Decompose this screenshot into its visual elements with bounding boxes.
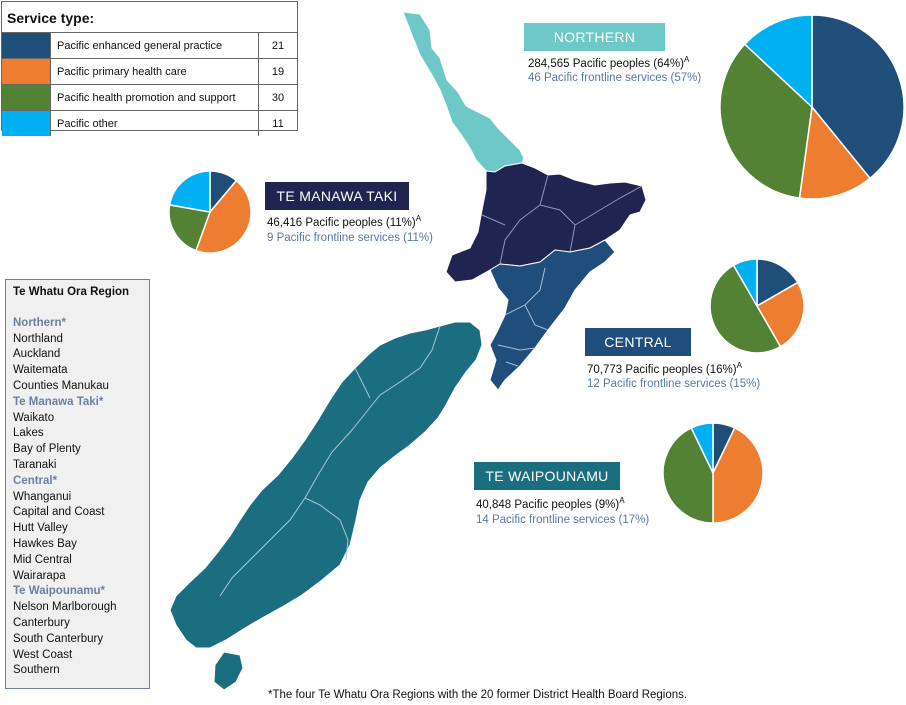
pie-slice-central-3	[732, 258, 758, 309]
pie-slice-te-manawa-taki-2	[168, 204, 212, 252]
pie-slice-te-waipounamu-1	[712, 426, 764, 524]
list-item: South Canterbury	[13, 632, 104, 645]
legend-label: Pacific primary health care	[51, 59, 259, 84]
list-item: Counties Manukau	[13, 379, 109, 392]
pie-slice-central-1	[755, 281, 805, 348]
pie-slice-central-0	[756, 258, 799, 308]
list-item: Whanganui	[13, 490, 72, 503]
te-manawa-taki-services: 9 Pacific frontline services (11%)	[267, 232, 433, 244]
legend-count: 30	[271, 91, 285, 104]
footnote-marker: A	[736, 361, 742, 370]
region-list-panel: Te Whatu Ora Region Northern* Northland …	[5, 279, 150, 689]
legend-count: 19	[271, 65, 285, 78]
list-item: Wairarapa	[13, 569, 66, 582]
legend-title: Service type:	[7, 10, 95, 26]
region-label-te-waipounamu: TE WAIPOUNAMU	[474, 462, 620, 490]
pie-slice-te-waipounamu-2	[662, 426, 714, 524]
legend-swatch-enhanced-gp	[2, 33, 51, 58]
footnote-marker: A	[415, 214, 422, 223]
pie-slice-northern-3	[743, 14, 813, 109]
legend-label: Pacific enhanced general practice	[51, 33, 259, 58]
legend-count: 21	[271, 39, 285, 52]
map-dhb-borders-te-manawa-taki	[481, 174, 643, 265]
pie-slice-northern-2	[719, 43, 813, 199]
northern-peoples-text: 284,565 Pacific peoples (64%)	[528, 57, 684, 70]
northern-services: 46 Pacific frontline services (57%)	[528, 72, 702, 84]
list-item: Southern	[13, 664, 60, 677]
pie-slice-te-manawa-taki-1	[195, 179, 252, 254]
list-item: Waikato	[13, 411, 55, 424]
pie-slice-northern-0	[811, 14, 905, 180]
pie-slice-northern-1	[798, 105, 872, 200]
legend-swatch-other	[2, 111, 51, 136]
list-item: Canterbury	[13, 616, 70, 629]
te-waipounamu-services: 14 Pacific frontline services (17%)	[476, 514, 650, 526]
region-list-title: Te Whatu Ora Region	[13, 286, 130, 298]
te-manawa-taki-peoples: 46,416 Pacific peoples (11%)A	[267, 214, 421, 229]
list-item: Hawkes Bay	[13, 537, 77, 550]
central-services: 12 Pacific frontline services (15%)	[587, 378, 761, 390]
footnote-marker: A	[619, 496, 625, 505]
list-item: Capital and Coast	[13, 506, 105, 519]
pie-slice-te-waipounamu-3	[690, 422, 714, 474]
list-item: Taranaki	[13, 458, 57, 471]
map-region-northern	[402, 11, 525, 173]
footnote: *The four Te Whatu Ora Regions with the …	[268, 689, 688, 701]
te-waipounamu-peoples-text: 40,848 Pacific peoples (9%)	[476, 498, 620, 511]
te-waipounamu-peoples: 40,848 Pacific peoples (9%)A	[476, 496, 625, 511]
list-item: Bay of Plenty	[13, 443, 81, 456]
region-label-northern: NORTHERN	[524, 23, 665, 51]
northern-peoples: 284,565 Pacific peoples (64%)A	[528, 55, 689, 70]
list-item: Mid Central	[13, 553, 72, 566]
central-peoples-text: 70,773 Pacific peoples (16%)	[587, 363, 737, 376]
region-group-te-waipounamu: Te Waipounamu*	[13, 585, 105, 598]
region-label-te-manawa-taki: TE MANAWA TAKI	[265, 182, 409, 210]
legend-label: Pacific health promotion and support	[51, 85, 259, 110]
legend-row: Pacific other 11	[2, 110, 297, 136]
list-item: West Coast	[13, 648, 73, 661]
map-stewart-island	[213, 651, 244, 691]
map-dhb-borders-te-waipounamu	[219, 325, 441, 597]
legend-row: Pacific health promotion and support 30	[2, 84, 297, 110]
list-item: Waitemata	[13, 364, 68, 377]
list-item: Lakes	[13, 427, 44, 440]
list-item: Nelson Marlborough	[13, 601, 117, 614]
legend-row: Pacific enhanced general practice 21	[2, 32, 297, 58]
service-type-legend: Service type: Pacific enhanced general p…	[1, 1, 298, 136]
legend-row: Pacific primary health care 19	[2, 58, 297, 84]
region-label-central: CENTRAL	[585, 328, 691, 356]
pie-slice-central-2	[709, 264, 782, 354]
te-manawa-taki-peoples-text: 46,416 Pacific peoples (11%)	[267, 216, 416, 229]
list-item: Hutt Valley	[13, 522, 68, 535]
map-region-central	[489, 239, 616, 391]
region-group-central: Central*	[13, 474, 58, 487]
pie-slice-te-manawa-taki-3	[168, 170, 211, 213]
legend-label: Pacific other	[51, 111, 259, 136]
legend-count: 11	[272, 117, 284, 130]
region-group-northern: Northern*	[13, 316, 67, 329]
central-peoples: 70,773 Pacific peoples (16%)A	[587, 361, 742, 376]
region-group-te-manawa-taki: Te Manawa Taki*	[13, 395, 104, 408]
map-region-te-waipounamu	[169, 321, 483, 649]
legend-swatch-primary-health	[2, 59, 51, 84]
footnote-marker: A	[684, 55, 690, 64]
list-item: Northland	[13, 332, 63, 345]
legend-swatch-health-promotion	[2, 85, 51, 110]
map-dhb-borders-central	[497, 267, 549, 367]
list-item: Auckland	[13, 348, 61, 361]
